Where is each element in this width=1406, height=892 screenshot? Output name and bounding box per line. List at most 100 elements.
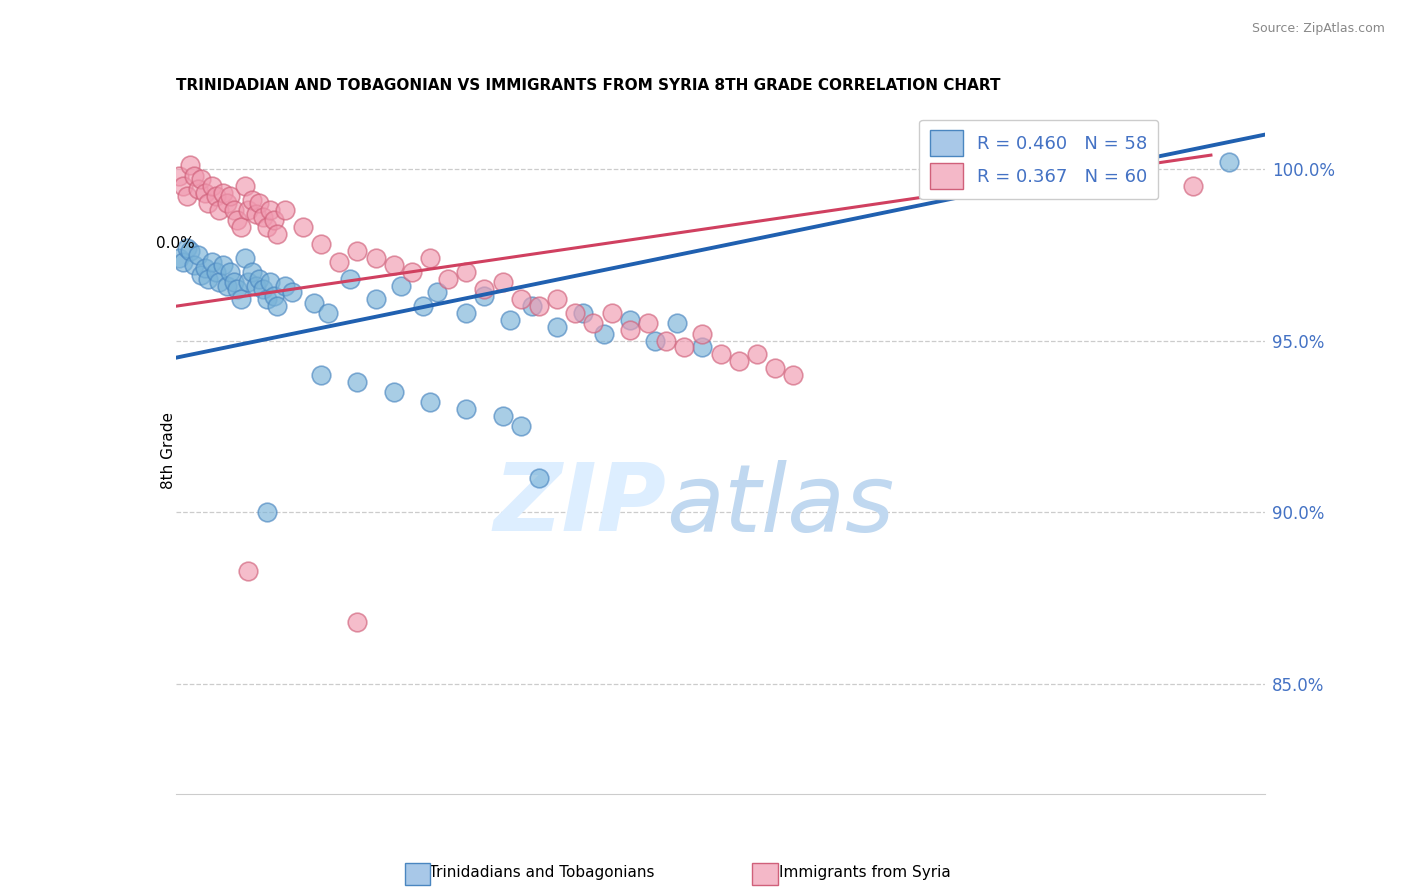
Point <box>274 202 297 217</box>
Point <box>564 306 586 320</box>
Point <box>247 271 270 285</box>
Point <box>412 299 434 313</box>
Point <box>240 265 263 279</box>
Point <box>302 295 325 310</box>
Point <box>309 237 332 252</box>
Point <box>520 299 543 313</box>
Point <box>194 261 217 276</box>
Point <box>1181 179 1204 194</box>
Point <box>208 202 231 217</box>
Point <box>782 368 804 382</box>
Point <box>346 375 368 389</box>
Point <box>263 289 285 303</box>
Point <box>710 347 733 361</box>
Point <box>212 258 235 272</box>
Point <box>546 319 568 334</box>
Point <box>212 186 235 200</box>
Point <box>364 251 387 265</box>
Y-axis label: 8th Grade: 8th Grade <box>162 412 176 489</box>
Point <box>226 213 249 227</box>
Point <box>215 278 238 293</box>
Point <box>382 385 405 400</box>
Point <box>204 189 226 203</box>
Point <box>281 285 304 300</box>
Point <box>222 202 245 217</box>
Point <box>346 615 368 629</box>
Point <box>509 293 531 307</box>
Point <box>197 271 219 285</box>
Point <box>190 268 212 283</box>
Point <box>201 179 224 194</box>
Text: Source: ZipAtlas.com: Source: ZipAtlas.com <box>1251 22 1385 36</box>
Point <box>190 172 212 186</box>
Point <box>169 169 191 183</box>
Point <box>600 306 623 320</box>
Point <box>644 334 666 348</box>
Point <box>238 202 260 217</box>
Point <box>256 220 278 235</box>
Point <box>309 368 332 382</box>
Point <box>655 334 678 348</box>
Point <box>619 313 641 327</box>
Point <box>266 227 288 241</box>
Point <box>183 258 205 272</box>
Point <box>274 278 297 293</box>
Point <box>492 409 515 423</box>
Text: ZIP: ZIP <box>494 459 666 551</box>
Point <box>186 248 209 262</box>
Point <box>346 244 368 259</box>
Text: atlas: atlas <box>666 460 894 551</box>
Point <box>666 317 689 331</box>
Point <box>456 306 478 320</box>
Point <box>179 244 201 259</box>
Point <box>201 254 224 268</box>
Point <box>240 193 263 207</box>
Point <box>231 220 253 235</box>
Point <box>226 282 249 296</box>
Point <box>382 258 405 272</box>
Point <box>233 179 256 194</box>
Point <box>419 251 441 265</box>
Point <box>169 251 191 265</box>
Point <box>245 206 267 220</box>
Legend: R = 0.460   N = 58, R = 0.367   N = 60: R = 0.460 N = 58, R = 0.367 N = 60 <box>920 120 1159 200</box>
Point <box>256 505 278 519</box>
Point <box>179 158 201 172</box>
Text: 0.0%: 0.0% <box>156 236 195 252</box>
Point <box>637 317 659 331</box>
Point <box>219 189 242 203</box>
Point <box>593 326 616 341</box>
Point <box>509 419 531 434</box>
Point <box>291 220 314 235</box>
Point <box>1218 155 1240 169</box>
Point <box>582 317 605 331</box>
Text: TRINIDADIAN AND TOBAGONIAN VS IMMIGRANTS FROM SYRIA 8TH GRADE CORRELATION CHART: TRINIDADIAN AND TOBAGONIAN VS IMMIGRANTS… <box>176 78 1000 94</box>
Point <box>437 271 460 285</box>
Point <box>252 282 274 296</box>
Point <box>204 265 226 279</box>
Point <box>176 189 198 203</box>
Point <box>571 306 593 320</box>
Point <box>745 347 768 361</box>
Point <box>245 278 267 293</box>
Point <box>339 271 361 285</box>
Point <box>259 202 281 217</box>
Point <box>318 306 340 320</box>
Point <box>197 196 219 211</box>
Point <box>238 275 260 289</box>
Point <box>426 285 449 300</box>
Text: Trinidadians and Tobagonians: Trinidadians and Tobagonians <box>429 865 654 880</box>
Point <box>546 293 568 307</box>
Point <box>474 282 496 296</box>
Point <box>231 293 253 307</box>
Point <box>176 241 198 255</box>
Point <box>219 265 242 279</box>
Point <box>233 251 256 265</box>
Point <box>238 564 260 578</box>
Point <box>419 395 441 409</box>
Point <box>172 254 194 268</box>
Point <box>222 275 245 289</box>
Point <box>456 265 478 279</box>
Text: Immigrants from Syria: Immigrants from Syria <box>779 865 950 880</box>
Point <box>183 169 205 183</box>
